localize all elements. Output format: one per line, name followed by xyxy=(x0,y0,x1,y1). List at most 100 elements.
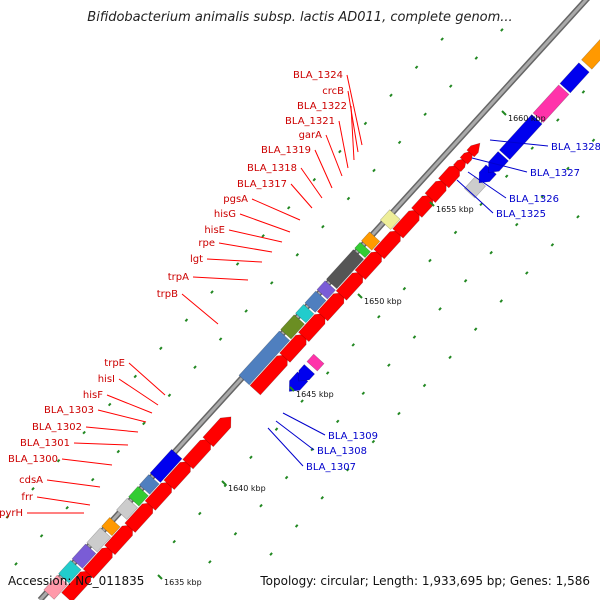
track-dot xyxy=(269,552,273,556)
gene-label: garA xyxy=(299,130,323,141)
track-dot xyxy=(320,496,324,500)
accession-text: Accession: NC_011835 xyxy=(8,574,145,588)
track-dot xyxy=(312,177,317,182)
leader-line xyxy=(61,458,113,466)
track-dot xyxy=(463,279,468,283)
cog-category-block xyxy=(101,517,121,537)
track-dot xyxy=(500,28,504,32)
leader-line xyxy=(251,198,301,221)
track-dot xyxy=(372,168,376,173)
scale-tick xyxy=(289,386,295,392)
track-dot xyxy=(453,230,458,235)
cog-category-block xyxy=(325,249,365,290)
leader-line xyxy=(338,120,349,169)
track-dot xyxy=(489,250,493,255)
track-dot xyxy=(82,430,86,435)
scale-tick xyxy=(501,110,507,116)
track-dot xyxy=(371,439,376,444)
gene-label: BLA_1319 xyxy=(261,145,311,156)
track-dot xyxy=(402,286,407,291)
gene-label: BLA_1327 xyxy=(530,168,580,179)
leader-line xyxy=(181,293,219,325)
gene-label: BLA_1322 xyxy=(297,101,347,112)
track-dot xyxy=(90,477,95,482)
track-dot xyxy=(5,515,10,519)
leader-line xyxy=(118,378,159,406)
leader-line xyxy=(206,258,263,263)
track-dot xyxy=(438,307,442,311)
scale-tick xyxy=(157,574,163,580)
scale-tick xyxy=(429,201,435,207)
gene-arrow-forward xyxy=(335,271,364,301)
track-dot xyxy=(259,503,263,508)
gene-label: hisE xyxy=(204,225,225,236)
gene-chevron-forward xyxy=(466,142,481,158)
track-dot xyxy=(473,327,478,331)
track-dot xyxy=(474,56,479,60)
gene-arrow-reverse xyxy=(488,151,509,173)
cog-category-block xyxy=(238,330,291,386)
track-dot xyxy=(39,534,44,538)
track-dot xyxy=(244,309,248,313)
cog-category-block xyxy=(354,241,371,259)
gene-label: hisI xyxy=(98,374,115,385)
track-dot xyxy=(56,458,61,463)
leader-line xyxy=(239,213,291,233)
track-dot xyxy=(338,149,342,154)
track-dot xyxy=(397,140,402,145)
track-dot xyxy=(210,290,214,294)
cog-category-block xyxy=(86,527,112,553)
track-dot xyxy=(540,194,545,199)
scale-tick xyxy=(357,293,363,299)
track-dot xyxy=(448,84,453,88)
track-dot xyxy=(422,383,427,388)
track-dot xyxy=(448,355,452,360)
gene-arrow-reverse xyxy=(581,39,600,70)
track-dot xyxy=(576,214,580,219)
scale-tick xyxy=(221,480,227,486)
track-dot xyxy=(556,118,560,122)
track-dot xyxy=(504,174,509,179)
leader-line xyxy=(73,442,129,446)
leader-line xyxy=(218,242,273,253)
scale-ticks: 1635 kbp 1640 kbp 1645 kbp 1650 kbp 1655 kbp… xyxy=(157,110,546,587)
gene-label: trpA xyxy=(168,272,189,283)
leader-line xyxy=(467,171,507,199)
track-dot xyxy=(414,65,419,70)
leader-line xyxy=(106,394,153,414)
label-leaders xyxy=(27,74,549,514)
leader-line xyxy=(350,105,355,161)
track-dot xyxy=(31,487,35,491)
gene-label: hisF xyxy=(83,390,103,401)
track-dot xyxy=(193,365,197,369)
gene-label: rpe xyxy=(198,238,215,249)
gene-label: BLA_1309 xyxy=(328,431,378,442)
track-dot xyxy=(300,399,304,403)
track-dot xyxy=(159,346,163,351)
leader-line xyxy=(300,167,323,199)
gene-arrow-forward xyxy=(163,460,191,491)
track-dot xyxy=(274,427,279,431)
track-dot xyxy=(581,90,586,94)
gene-label: BLA_1303 xyxy=(44,405,94,416)
scale-tick-label: 1640 kbp xyxy=(228,484,266,493)
gene-label: pgsA xyxy=(223,194,248,205)
track-dot xyxy=(321,224,325,229)
gene-arrow-forward xyxy=(298,312,326,343)
gene-arrow-forward xyxy=(144,481,173,511)
gene-arrow-reverse xyxy=(532,84,570,123)
cog-category-block xyxy=(71,543,97,569)
track-dot xyxy=(440,37,444,41)
track-dot xyxy=(295,253,300,257)
gene-label: BLA_1328 xyxy=(551,142,600,153)
gene-label: BLA_1321 xyxy=(285,116,335,127)
gene-label: BLA_1300 xyxy=(8,454,58,465)
track-dot xyxy=(389,93,393,98)
cog-category-block xyxy=(58,559,82,584)
track-dot xyxy=(184,318,189,322)
leader-line xyxy=(192,276,249,281)
scale-tick-label: 1650 kbp xyxy=(364,297,402,306)
leader-line xyxy=(314,149,333,189)
track-dot xyxy=(172,539,176,544)
gene-arrow-forward xyxy=(249,354,288,396)
